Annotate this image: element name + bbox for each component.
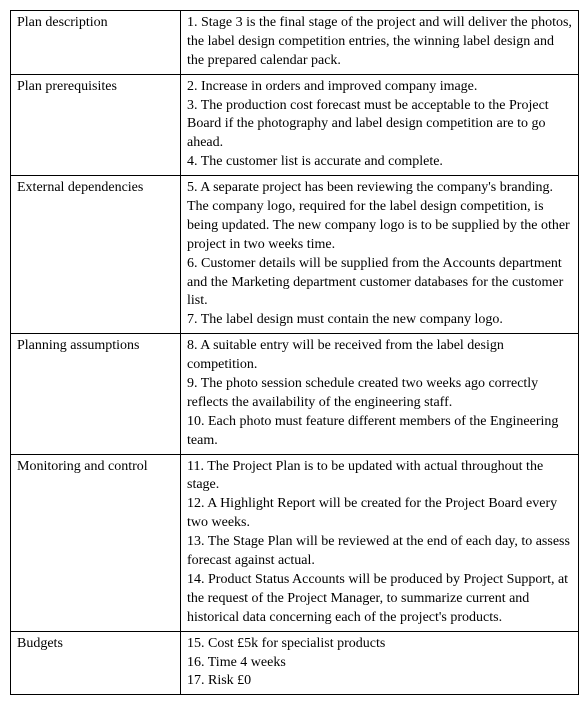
row-content: 2. Increase in orders and improved compa… (181, 74, 579, 175)
list-item: 16. Time 4 weeks (187, 654, 572, 673)
row-label: Plan description (11, 11, 181, 75)
list-item: 14. Product Status Accounts will be prod… (187, 571, 572, 628)
list-item: 10. Each photo must feature different me… (187, 413, 572, 451)
plan-table: Plan description 1. Stage 3 is the final… (10, 10, 579, 695)
row-content: 11. The Project Plan is to be updated wi… (181, 454, 579, 631)
table-row: Planning assumptions 8. A suitable entry… (11, 334, 579, 454)
table-row: Monitoring and control 11. The Project P… (11, 454, 579, 631)
row-label: Monitoring and control (11, 454, 181, 631)
list-item: 12. A Highlight Report will be created f… (187, 495, 572, 533)
list-item: 3. The production cost forecast must be … (187, 97, 572, 154)
table-row: External dependencies 5. A separate proj… (11, 176, 579, 334)
list-item: 6. Customer details will be supplied fro… (187, 255, 572, 312)
list-item: 4. The customer list is accurate and com… (187, 153, 572, 172)
list-item: 17. Risk £0 (187, 672, 572, 691)
row-content: 8. A suitable entry will be received fro… (181, 334, 579, 454)
list-item: 11. The Project Plan is to be updated wi… (187, 458, 572, 496)
table-row: Plan description 1. Stage 3 is the final… (11, 11, 579, 75)
list-item: 5. A separate project has been reviewing… (187, 179, 572, 255)
row-label: Planning assumptions (11, 334, 181, 454)
row-label: Plan prerequisites (11, 74, 181, 175)
row-label: External dependencies (11, 176, 181, 334)
table-row: Budgets 15. Cost £5k for specialist prod… (11, 631, 579, 695)
list-item: 1. Stage 3 is the final stage of the pro… (187, 14, 572, 71)
row-content: 5. A separate project has been reviewing… (181, 176, 579, 334)
list-item: 2. Increase in orders and improved compa… (187, 78, 572, 97)
list-item: 15. Cost £5k for specialist products (187, 635, 572, 654)
row-label: Budgets (11, 631, 181, 695)
list-item: 13. The Stage Plan will be reviewed at t… (187, 533, 572, 571)
table-row: Plan prerequisites 2. Increase in orders… (11, 74, 579, 175)
list-item: 8. A suitable entry will be received fro… (187, 337, 572, 375)
list-item: 7. The label design must contain the new… (187, 311, 572, 330)
row-content: 1. Stage 3 is the final stage of the pro… (181, 11, 579, 75)
row-content: 15. Cost £5k for specialist products 16.… (181, 631, 579, 695)
list-item: 9. The photo session schedule created tw… (187, 375, 572, 413)
